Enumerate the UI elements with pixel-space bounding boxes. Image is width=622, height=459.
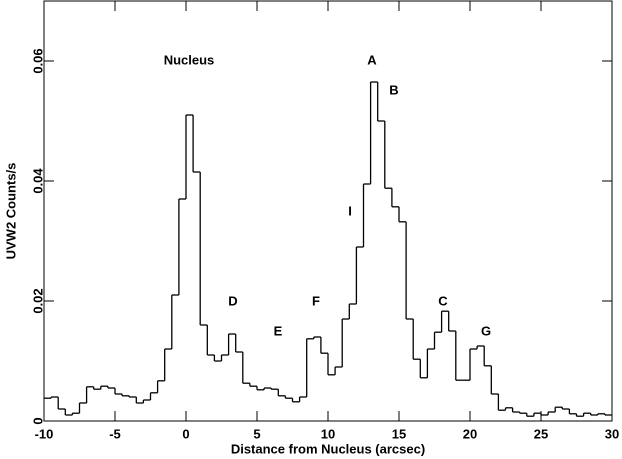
y-tick-label: 0: [30, 417, 45, 424]
annotation: C: [438, 293, 448, 308]
annotation: D: [228, 293, 237, 308]
annotation: G: [481, 323, 491, 338]
x-axis-label: Distance from Nucleus (arcsec): [231, 441, 425, 456]
x-tick-label: 0: [182, 426, 189, 441]
y-tick-label: 0.06: [30, 48, 45, 73]
annotation: I: [348, 203, 352, 218]
y-tick-label: 0.04: [30, 168, 45, 194]
x-tick-label: 5: [253, 426, 260, 441]
x-tick-label: 20: [463, 426, 477, 441]
annotation: A: [367, 52, 377, 67]
x-tick-label: 10: [321, 426, 335, 441]
x-tick-label: -10: [35, 426, 54, 441]
y-axis-label: UVW2 Counts/s: [3, 163, 18, 260]
x-tick-label: -5: [109, 426, 121, 441]
annotation: F: [312, 293, 320, 308]
y-tick-label: 0.02: [30, 288, 45, 313]
annotation: B: [389, 82, 398, 97]
x-tick-label: 15: [392, 426, 406, 441]
x-tick-label: 30: [605, 426, 619, 441]
annotation: Nucleus: [164, 52, 215, 67]
annotation: E: [274, 323, 283, 338]
x-tick-label: 25: [534, 426, 548, 441]
